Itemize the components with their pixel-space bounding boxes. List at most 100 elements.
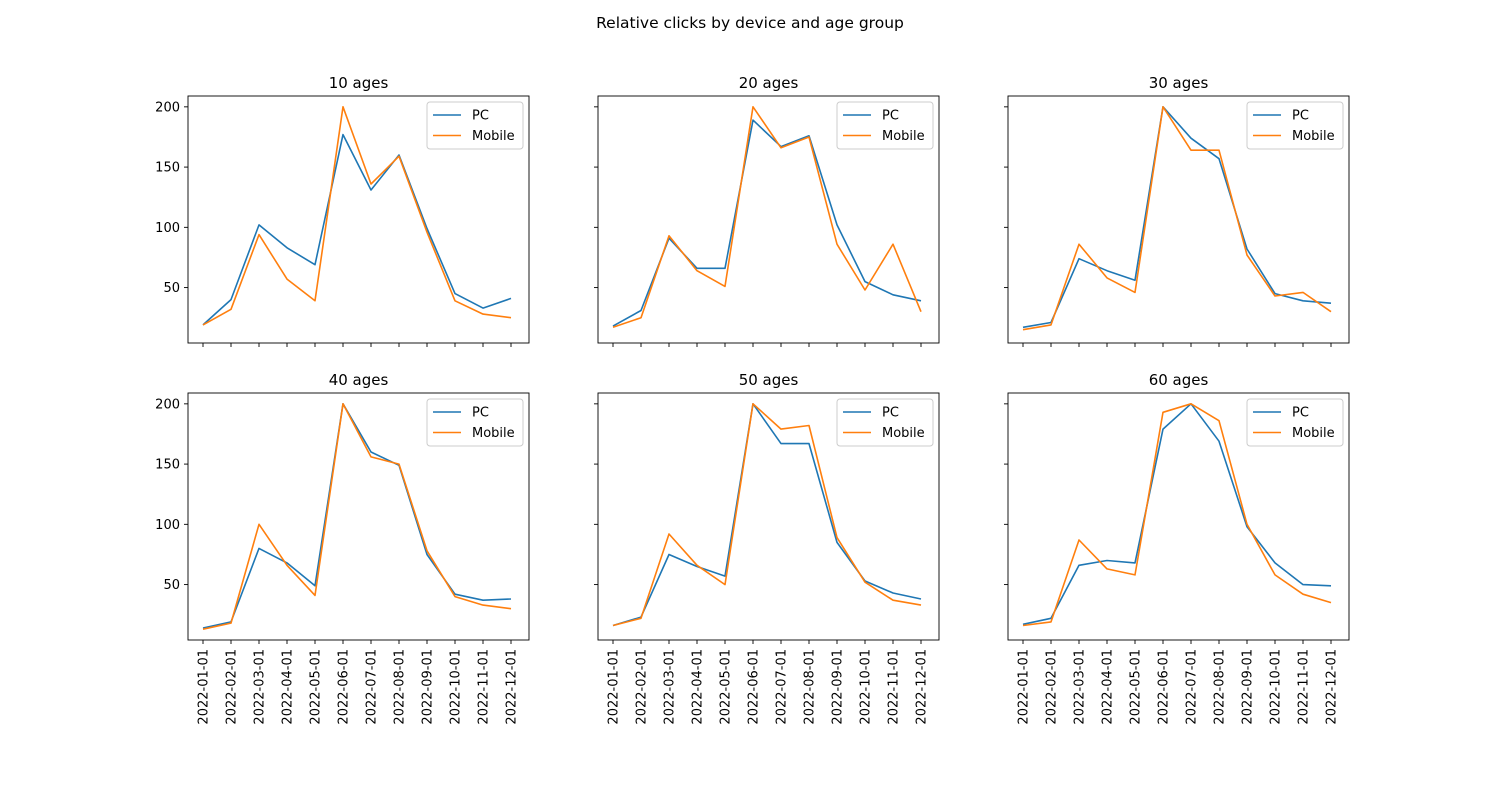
legend: PC Mobile xyxy=(426,398,524,447)
axes-frame xyxy=(187,392,530,641)
x-tick-label: 2022-02-01 xyxy=(225,649,240,725)
x-tick-label: 2022-05-01 xyxy=(719,649,734,725)
legend-label-mobile: Mobile xyxy=(472,426,515,441)
legend-label-mobile: Mobile xyxy=(882,129,925,144)
legend-label-pc: PC xyxy=(472,109,489,124)
legend-box xyxy=(836,398,934,447)
x-tick-label: 2022-04-01 xyxy=(1101,649,1116,725)
axes-frame xyxy=(597,392,940,641)
x-tick-label: 2022-06-01 xyxy=(1157,649,1172,725)
legend-label-pc: PC xyxy=(882,406,899,421)
x-tick-label: 2022-12-01 xyxy=(915,649,930,725)
series-line-mobile xyxy=(612,402,922,627)
y-tick-label: 150 xyxy=(155,458,180,473)
y-tick-label: 100 xyxy=(155,518,180,533)
x-tick-label: 2022-08-01 xyxy=(393,649,408,725)
x-tick-label: 2022-07-01 xyxy=(775,649,790,725)
legend-label-pc: PC xyxy=(882,109,899,124)
series-line-mobile xyxy=(202,402,512,630)
x-tick-label: 2022-10-01 xyxy=(859,649,874,725)
panel-4: 40 ages 50 100 150 200 2022-01-01 2022-02-01 20… xyxy=(155,371,530,725)
series-line-mobile xyxy=(1022,106,1332,331)
legend-label-mobile: Mobile xyxy=(472,129,515,144)
panel-1: 10 ages 50 100 150 200 PC Mobile xyxy=(155,74,530,347)
x-tick-label: 2022-11-01 xyxy=(887,649,902,725)
axes-frame xyxy=(1007,392,1350,641)
panel-2: 20 ages PC Mobile xyxy=(594,74,940,347)
legend-box xyxy=(1246,398,1344,447)
panel-title: 40 ages xyxy=(329,371,389,389)
x-tick-label: 2022-01-01 xyxy=(1017,649,1032,725)
axes-frame xyxy=(1007,95,1350,344)
legend-box xyxy=(836,101,934,150)
axes-frame xyxy=(597,95,940,344)
x-tick-label: 2022-02-01 xyxy=(635,649,650,725)
y-tick-label: 50 xyxy=(163,578,180,593)
panel-title: 50 ages xyxy=(739,371,799,389)
legend-label-mobile: Mobile xyxy=(1292,426,1335,441)
legend-box xyxy=(1246,101,1344,150)
x-tick-label: 2022-07-01 xyxy=(365,649,380,725)
y-tick-label: 200 xyxy=(155,100,180,115)
series-line-mobile xyxy=(1022,402,1332,627)
x-tick-label: 2022-09-01 xyxy=(1241,649,1256,725)
x-tick-label: 2022-03-01 xyxy=(253,649,268,725)
figure-title: Relative clicks by device and age group xyxy=(596,14,904,32)
panel-6: 60 ages 2022-01-01 2022-02-01 2022-03-01 202… xyxy=(1004,371,1350,725)
y-tick-label: 200 xyxy=(155,397,180,412)
x-tick-label: 2022-09-01 xyxy=(421,649,436,725)
axes-frame xyxy=(187,95,530,344)
x-tick-label: 2022-07-01 xyxy=(1185,649,1200,725)
x-tick-label: 2022-10-01 xyxy=(449,649,464,725)
x-tick-label: 2022-03-01 xyxy=(663,649,678,725)
x-tick-label: 2022-05-01 xyxy=(1129,649,1144,725)
x-tick-label: 2022-08-01 xyxy=(803,649,818,725)
x-tick-label: 2022-06-01 xyxy=(747,649,762,725)
legend: PC Mobile xyxy=(426,101,524,150)
legend-box xyxy=(426,398,524,447)
x-tick-label: 2022-12-01 xyxy=(1325,649,1340,725)
series-line-pc xyxy=(202,402,512,629)
series-line-mobile xyxy=(202,106,512,326)
panel-title: 20 ages xyxy=(739,74,799,92)
legend-label-mobile: Mobile xyxy=(1292,129,1335,144)
legend: PC Mobile xyxy=(1246,101,1344,150)
panel-3: 30 ages PC Mobile xyxy=(1004,74,1350,347)
x-tick-label: 2022-02-01 xyxy=(1045,649,1060,725)
y-tick-label: 150 xyxy=(155,161,180,176)
series-line-pc xyxy=(1022,402,1332,626)
panel-title: 10 ages xyxy=(329,74,389,92)
x-tick-label: 2022-01-01 xyxy=(607,649,622,725)
x-tick-label: 2022-08-01 xyxy=(1213,649,1228,725)
x-tick-label: 2022-05-01 xyxy=(309,649,324,725)
legend-label-pc: PC xyxy=(1292,406,1309,421)
panel-title: 30 ages xyxy=(1149,74,1209,92)
x-tick-label: 2022-04-01 xyxy=(691,649,706,725)
series-line-pc xyxy=(612,402,922,627)
series-line-pc xyxy=(612,119,922,327)
x-tick-label: 2022-01-01 xyxy=(197,649,212,725)
x-tick-label: 2022-11-01 xyxy=(1297,649,1312,725)
series-line-mobile xyxy=(612,106,922,329)
legend-label-pc: PC xyxy=(472,406,489,421)
x-tick-label: 2022-11-01 xyxy=(477,649,492,725)
legend-box xyxy=(426,101,524,150)
legend: PC Mobile xyxy=(1246,398,1344,447)
panel-title: 60 ages xyxy=(1149,371,1209,389)
x-tick-label: 2022-10-01 xyxy=(1269,649,1284,725)
series-line-pc xyxy=(202,133,512,326)
panel-5: 50 ages 2022-01-01 2022-02-01 2022-03-01 202… xyxy=(594,371,940,725)
panels: 10 ages 50 100 150 200 PC Mobile 20 ages PC Mobil… xyxy=(155,74,1350,725)
legend-label-mobile: Mobile xyxy=(882,426,925,441)
x-tick-label: 2022-09-01 xyxy=(831,649,846,725)
legend: PC Mobile xyxy=(836,101,934,150)
legend-label-pc: PC xyxy=(1292,109,1309,124)
x-tick-label: 2022-06-01 xyxy=(337,649,352,725)
x-tick-label: 2022-12-01 xyxy=(505,649,520,725)
y-tick-label: 50 xyxy=(163,281,180,296)
legend: PC Mobile xyxy=(836,398,934,447)
x-tick-label: 2022-04-01 xyxy=(281,649,296,725)
y-tick-label: 100 xyxy=(155,221,180,236)
x-tick-label: 2022-03-01 xyxy=(1073,649,1088,725)
